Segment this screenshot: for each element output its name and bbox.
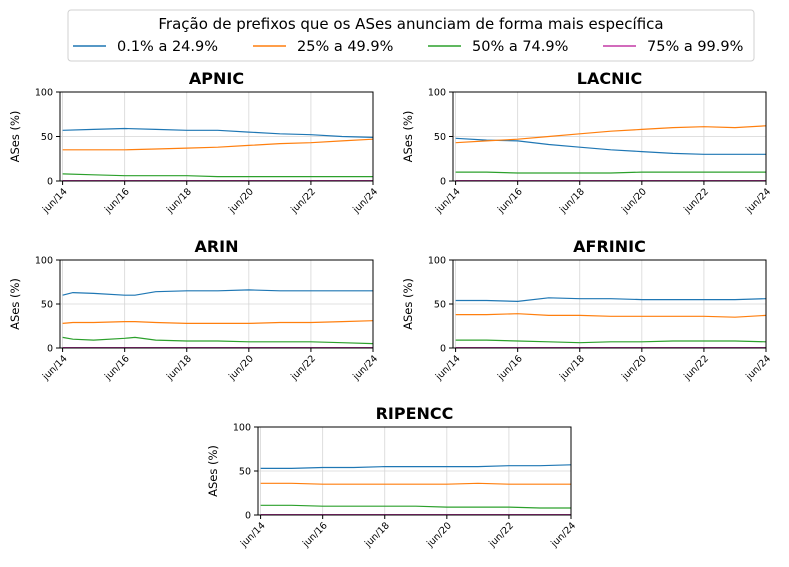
series-line-arin-1 [62, 289, 373, 296]
ytick-label-arin-0: 0 [47, 344, 53, 355]
xtick-label-lacnic-1: jun/16 [495, 186, 525, 216]
xtick-label-afrinic-5: jun/24 [743, 353, 773, 383]
legend: Fração de prefixos que os ASes anunciam … [67, 9, 755, 62]
xtick-label-afrinic-3: jun/20 [619, 353, 649, 383]
ytick-label-ripencc-0: 0 [245, 511, 251, 522]
ytick-label-lacnic-2: 100 [428, 88, 446, 99]
legend-frame [67, 9, 755, 62]
xtick-label-lacnic-5: jun/24 [743, 186, 773, 216]
ytick-label-apnic-2: 100 [35, 88, 53, 99]
ytick-label-lacnic-0: 0 [440, 177, 446, 188]
ytick-label-arin-2: 100 [35, 256, 53, 267]
ytick-label-afrinic-1: 50 [434, 300, 446, 311]
legend-entries: 0.1% a 24.9% 25% a 49.9% 50% a 74.9% 75% a … [73, 39, 743, 55]
ytick-label-ripencc-2: 100 [233, 423, 251, 434]
legend-label-4: 75% a 99.9% [647, 39, 743, 55]
xtick-label-afrinic-1: jun/16 [495, 353, 525, 383]
panel-lacnic: LACNIC 0 50 100 jun/14 jun/16 jun/18 jun/20 jun/… [401, 69, 773, 216]
ytick-label-apnic-0: 0 [47, 177, 53, 188]
series-line-afrinic-1 [455, 297, 767, 303]
panel-afrinic: AFRINIC 0 50 100 jun/14 jun/16 jun/18 jun/20 jun… [401, 237, 773, 383]
panel-title-arin: ARIN [194, 237, 238, 256]
xtick-label-arin-1: jun/16 [102, 353, 132, 383]
series-line-apnic-1 [62, 127, 374, 138]
panel-ripencc: RIPENCC 0 50 100 jun/14 jun/16 jun/18 jun/20 jun… [206, 404, 578, 550]
xtick-label-lacnic-0: jun/14 [433, 186, 463, 216]
xtick-label-apnic-4: jun/22 [288, 186, 318, 216]
chart-panels: APNIC 0 50 100 jun/14 jun/16 jun/18 jun/20 jun/2… [8, 69, 773, 550]
xtick-label-arin-0: jun/14 [40, 353, 70, 383]
ytick-label-lacnic-1: 50 [434, 132, 446, 143]
xtick-label-ripencc-0: jun/14 [238, 520, 268, 550]
series-line-lacnic-2 [455, 125, 767, 144]
ytick-label-apnic-1: 50 [41, 132, 53, 143]
xtick-label-arin-4: jun/22 [288, 353, 318, 383]
ytick-label-ripencc-1: 50 [239, 467, 251, 478]
ylabel-afrinic: ASes (%) [401, 278, 415, 330]
xtick-label-ripencc-4: jun/22 [486, 520, 516, 550]
ytick-label-afrinic-0: 0 [440, 344, 446, 355]
xtick-label-apnic-5: jun/24 [350, 186, 380, 216]
legend-label-3: 50% a 74.9% [472, 39, 568, 55]
ytick-label-arin-1: 50 [41, 300, 53, 311]
series-line-arin-3 [62, 336, 374, 345]
legend-label-1: 0.1% a 24.9% [117, 39, 218, 55]
xtick-label-arin-5: jun/24 [350, 353, 380, 383]
ylabel-ripencc: ASes (%) [206, 445, 220, 497]
ylabel-arin: ASes (%) [8, 278, 22, 330]
xtick-label-ripencc-3: jun/20 [424, 520, 454, 550]
ylabel-apnic: ASes (%) [8, 111, 22, 163]
xtick-label-ripencc-2: jun/18 [362, 520, 392, 550]
xtick-label-arin-3: jun/20 [226, 353, 256, 383]
ylabel-lacnic: ASes (%) [401, 111, 415, 163]
series-line-ripencc-1 [260, 464, 572, 469]
xtick-label-afrinic-4: jun/22 [681, 353, 711, 383]
xtick-label-ripencc-5: jun/24 [548, 520, 578, 550]
xtick-label-arin-2: jun/18 [164, 353, 194, 383]
series-line-apnic-3 [62, 173, 373, 178]
panel-title-apnic: APNIC [189, 69, 244, 88]
panel-apnic: APNIC 0 50 100 jun/14 jun/16 jun/18 jun/20 jun/2… [8, 69, 380, 216]
series-line-arin-2 [62, 320, 374, 324]
xtick-label-lacnic-4: jun/22 [681, 186, 711, 216]
series-line-apnic-2 [62, 138, 374, 151]
series-line-lacnic-1 [455, 137, 766, 155]
series-line-ripencc-3 [260, 504, 571, 509]
panel-title-lacnic: LACNIC [577, 69, 642, 88]
series-line-ripencc-2 [260, 482, 571, 485]
xtick-label-ripencc-1: jun/16 [300, 520, 330, 550]
xtick-label-apnic-1: jun/16 [102, 186, 132, 216]
panel-arin: ARIN 0 50 100 jun/14 jun/16 jun/18 jun/20 jun/22… [8, 237, 380, 383]
legend-label-2: 25% a 49.9% [297, 39, 393, 55]
series-line-afrinic-2 [455, 313, 767, 318]
panel-title-afrinic: AFRINIC [573, 237, 646, 256]
xtick-label-apnic-2: jun/18 [164, 186, 194, 216]
xtick-label-afrinic-2: jun/18 [557, 353, 587, 383]
xtick-label-lacnic-3: jun/20 [619, 186, 649, 216]
panel-title-ripencc: RIPENCC [376, 404, 454, 423]
xtick-label-afrinic-0: jun/14 [433, 353, 463, 383]
xtick-label-apnic-0: jun/14 [40, 186, 70, 216]
xtick-label-lacnic-2: jun/18 [557, 186, 587, 216]
ytick-label-afrinic-2: 100 [428, 256, 446, 267]
xtick-label-apnic-3: jun/20 [226, 186, 256, 216]
series-line-afrinic-3 [455, 339, 767, 344]
series-line-lacnic-3 [455, 171, 766, 174]
legend-title: Fração de prefixos que os ASes anunciam … [158, 15, 663, 33]
